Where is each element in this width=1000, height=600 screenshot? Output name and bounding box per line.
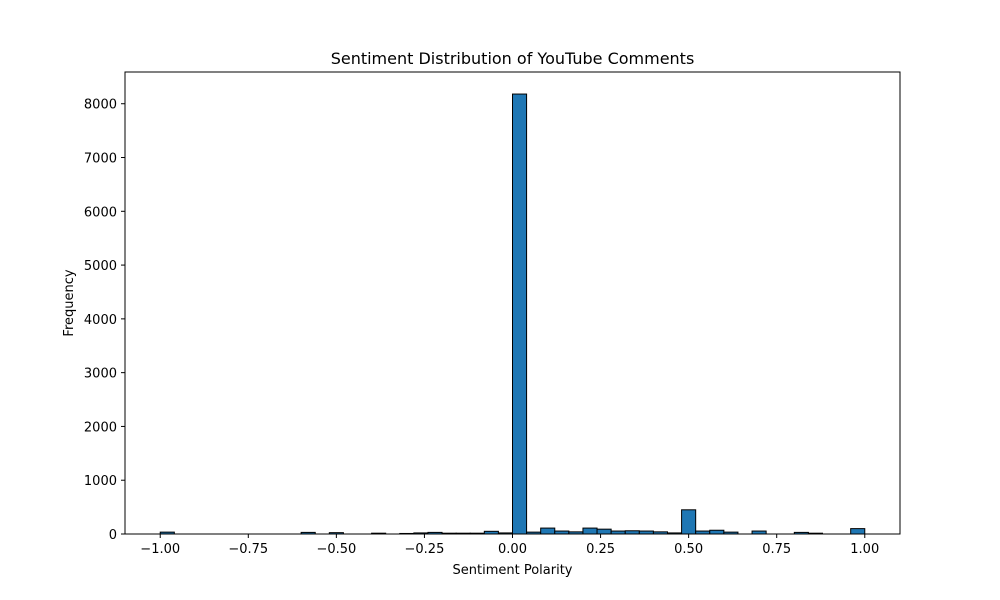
- chart-title: Sentiment Distribution of YouTube Commen…: [331, 49, 695, 68]
- y-axis-title: Frequency: [62, 269, 77, 336]
- bars-group: [159, 93, 866, 535]
- y-axis: 0 1000 2000 3000 4000 5000 6000 7000 8000: [84, 98, 125, 543]
- x-axis-title: Sentiment Polarity: [453, 563, 573, 578]
- x-tick-label: 0.25: [586, 542, 615, 557]
- y-tick-label: 1000: [84, 474, 117, 489]
- histogram-bar: [582, 527, 598, 535]
- histogram-bar: [681, 509, 697, 535]
- histogram-bar: [850, 528, 866, 535]
- y-tick-label: 0: [109, 528, 117, 543]
- histogram-bar: [512, 93, 528, 535]
- x-tick-label: −1.00: [140, 542, 180, 557]
- x-axis: −1.00 −0.75 −0.50 −0.25 0.00 0.25 0.50 0.75 1.00: [140, 534, 879, 557]
- histogram-bar: [596, 528, 612, 535]
- y-tick-label: 5000: [84, 259, 117, 274]
- histogram-bar: [709, 529, 725, 535]
- y-tick-label: 8000: [84, 98, 117, 113]
- y-tick-label: 7000: [84, 152, 117, 167]
- y-tick-label: 3000: [84, 367, 117, 382]
- histogram-bar: [540, 527, 556, 535]
- x-tick-label: −0.25: [405, 542, 445, 557]
- x-tick-label: 1.00: [850, 542, 879, 557]
- y-tick-label: 4000: [84, 313, 117, 328]
- x-tick-label: 0.75: [762, 542, 791, 557]
- x-tick-label: −0.50: [316, 542, 356, 557]
- x-tick-label: 0.00: [498, 542, 527, 557]
- y-tick-label: 6000: [84, 205, 117, 220]
- y-tick-label: 2000: [84, 420, 117, 435]
- x-tick-label: −0.75: [228, 542, 268, 557]
- x-tick-label: 0.50: [674, 542, 703, 557]
